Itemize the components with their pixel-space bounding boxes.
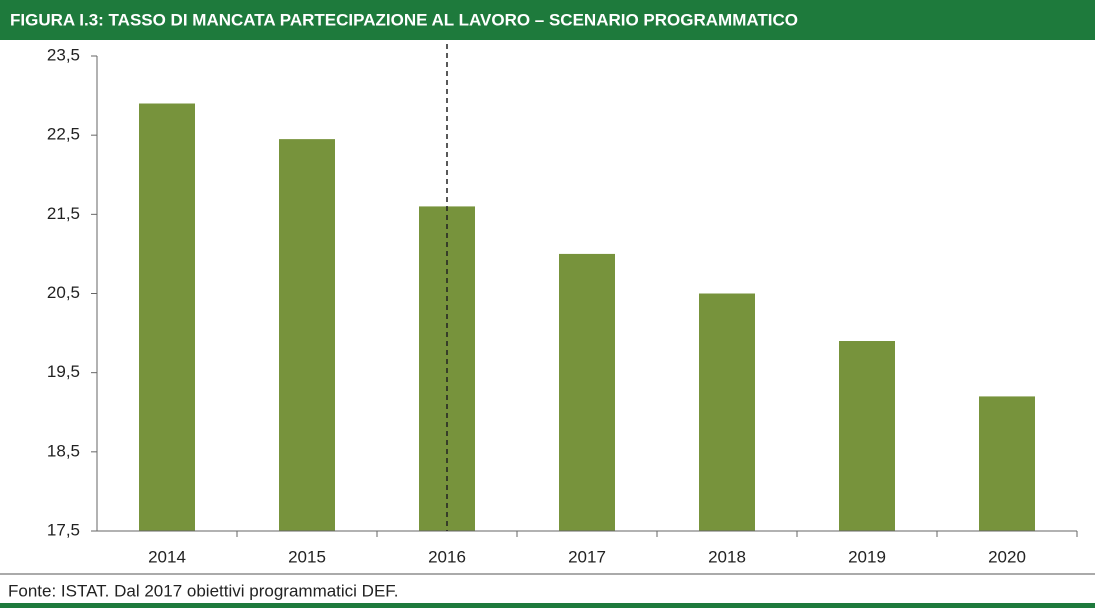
bar <box>699 293 755 531</box>
bar <box>979 396 1035 531</box>
source-note: Fonte: ISTAT. Dal 2017 obiettivi program… <box>8 581 399 600</box>
bar <box>839 341 895 531</box>
y-tick-label: 21,5 <box>47 204 80 223</box>
y-tick-label: 20,5 <box>47 283 80 302</box>
bar <box>139 103 195 531</box>
x-tick-label: 2014 <box>148 547 186 566</box>
footer-bar <box>0 603 1095 608</box>
x-tick-label: 2020 <box>988 547 1026 566</box>
y-tick-label: 19,5 <box>47 362 80 381</box>
x-tick-label: 2019 <box>848 547 886 566</box>
x-tick-label: 2015 <box>288 547 326 566</box>
bar <box>559 253 615 531</box>
header-bar <box>0 0 1095 40</box>
chart-title: FIGURA I.3: TASSO DI MANCATA PARTECIPAZI… <box>10 10 798 29</box>
x-tick-label: 2018 <box>708 547 746 566</box>
y-tick-label: 17,5 <box>47 520 80 539</box>
y-tick-label: 18,5 <box>47 441 80 460</box>
bar <box>279 139 335 531</box>
y-tick-label: 23,5 <box>47 45 80 64</box>
x-tick-label: 2017 <box>568 547 606 566</box>
y-tick-label: 22,5 <box>47 125 80 144</box>
x-tick-label: 2016 <box>428 547 466 566</box>
